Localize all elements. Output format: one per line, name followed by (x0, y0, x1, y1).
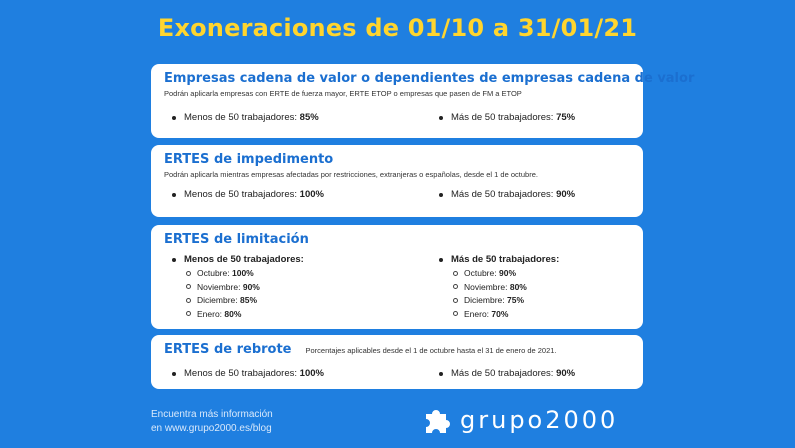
list-item: Diciembre: 85% (186, 294, 304, 308)
item-value: 70% (491, 308, 509, 319)
list-item: Octubre: 90% (453, 267, 559, 281)
circle-bullet-icon (186, 270, 191, 276)
list-item: Diciembre: 75% (453, 294, 559, 308)
list-item: Noviembre: 90% (186, 280, 304, 294)
card-subtitle: Porcentajes aplicables desde el 1 de oct… (305, 346, 557, 355)
circle-bullet-icon (186, 297, 191, 303)
bullet-icon (439, 115, 443, 120)
bullet-icon (439, 192, 443, 197)
list-item: Menos de 50 trabajadores: 100% (172, 368, 324, 379)
item-value: 100% (299, 189, 324, 200)
item-label: Menos de 50 trabajadores: (184, 189, 298, 200)
circle-bullet-icon (453, 284, 458, 290)
logo-text: grupo2000 (460, 406, 619, 434)
item-value: 90% (498, 268, 516, 279)
sublist: Octubre: 100% Noviembre: 90% Diciembre: … (186, 267, 304, 321)
item-value: 100% (231, 268, 254, 279)
footer-line-2[interactable]: en www.grupo2000.es/blog (151, 423, 272, 434)
item-label: Diciembre: (197, 295, 238, 306)
card-title-text: ERTES de rebrote (164, 342, 292, 357)
card-row: Menos de 50 trabajadores: 85% Más de 50 … (164, 112, 631, 126)
bullet-icon (172, 257, 176, 262)
column-heading: Más de 50 trabajadores: (451, 254, 560, 266)
bullet-icon (172, 371, 176, 376)
page-title: Exoneraciones de 01/10 a 31/01/21 (157, 14, 638, 42)
list-item: Más de 50 trabajadores: 90% (439, 368, 575, 379)
item-label: Octubre: (197, 268, 230, 279)
circle-bullet-icon (453, 311, 458, 317)
list-item: Menos de 50 trabajadores: 100% (172, 189, 324, 200)
item-label: Noviembre: (197, 281, 241, 292)
item-label: Más de 50 trabajadores: (451, 368, 554, 379)
limitacion-right-column: Más de 50 trabajadores: Octubre: 90% Nov… (439, 253, 559, 321)
item-value: 90% (242, 281, 260, 292)
item-label: Más de 50 trabajadores: (451, 112, 554, 123)
item-value: 85% (299, 112, 319, 123)
footer-line-1: Encuentra más información (151, 409, 273, 420)
limitacion-left-column: Menos de 50 trabajadores: Octubre: 100% … (172, 253, 304, 321)
card-cadena-valor: Empresas cadena de valor o dependientes … (151, 64, 695, 138)
circle-bullet-icon (453, 297, 458, 303)
item-value: 75% (507, 295, 525, 306)
card-row: Menos de 50 trabajadores: 100% Más de 50… (164, 368, 631, 382)
item-value: 85% (240, 295, 258, 306)
item-label: Noviembre: (464, 281, 508, 292)
bullet-icon (172, 115, 176, 120)
bullet-icon (439, 371, 443, 376)
item-label: Menos de 50 trabajadores: (184, 368, 298, 379)
card-title: ERTES de limitación (164, 232, 309, 247)
sublist: Octubre: 90% Noviembre: 80% Diciembre: 7… (453, 267, 559, 321)
card-impedimento: ERTES de impedimento Podrán aplicarla mi… (151, 145, 643, 217)
footer-info: Encuentra más información en www.grupo20… (151, 408, 273, 436)
item-label: Diciembre: (464, 295, 505, 306)
item-label: Enero: (197, 308, 223, 319)
circle-bullet-icon (186, 284, 191, 290)
list-item: Octubre: 100% (186, 267, 304, 281)
item-value: 90% (556, 368, 576, 379)
list-item: Más de 50 trabajadores: 75% (439, 112, 575, 123)
list-item: Enero: 70% (453, 307, 559, 321)
card-title: ERTES de rebrote Porcentajes aplicables d… (164, 341, 631, 359)
list-item: Más de 50 trabajadores: (439, 253, 559, 267)
list-item: Más de 50 trabajadores: 90% (439, 189, 575, 200)
item-label: Enero: (464, 308, 490, 319)
item-label: Más de 50 trabajadores: (451, 189, 554, 200)
circle-bullet-icon (453, 270, 458, 276)
card-row: Menos de 50 trabajadores: 100% Más de 50… (164, 189, 631, 203)
bullet-icon (439, 257, 443, 262)
item-value: 80% (224, 308, 242, 319)
bullet-icon (172, 192, 176, 197)
list-item: Enero: 80% (186, 307, 304, 321)
card-limitacion: ERTES de limitación Menos de 50 trabajad… (151, 225, 643, 329)
card-title: ERTES de impedimento (164, 152, 334, 167)
item-value: 75% (556, 112, 576, 123)
item-label: Menos de 50 trabajadores: (184, 112, 298, 123)
brand-logo: grupo2000 (422, 404, 618, 436)
card-subtitle: Podrán aplicarla mientras empresas afect… (164, 170, 538, 179)
list-item: Menos de 50 trabajadores: 85% (172, 112, 319, 123)
card-rebrote: ERTES de rebrote Porcentajes aplicables d… (151, 335, 643, 389)
item-value: 90% (556, 189, 576, 200)
puzzle-icon (426, 410, 450, 433)
item-label: Octubre: (464, 268, 497, 279)
card-subtitle: Podrán aplicarla empresas con ERTE de fu… (164, 89, 522, 98)
circle-bullet-icon (186, 311, 191, 317)
item-value: 80% (509, 281, 527, 292)
column-heading: Menos de 50 trabajadores: (184, 254, 304, 266)
list-item: Noviembre: 80% (453, 280, 559, 294)
card-title: Empresas cadena de valor o dependientes … (164, 71, 695, 86)
item-value: 100% (299, 368, 324, 379)
list-item: Menos de 50 trabajadores: (172, 253, 304, 267)
